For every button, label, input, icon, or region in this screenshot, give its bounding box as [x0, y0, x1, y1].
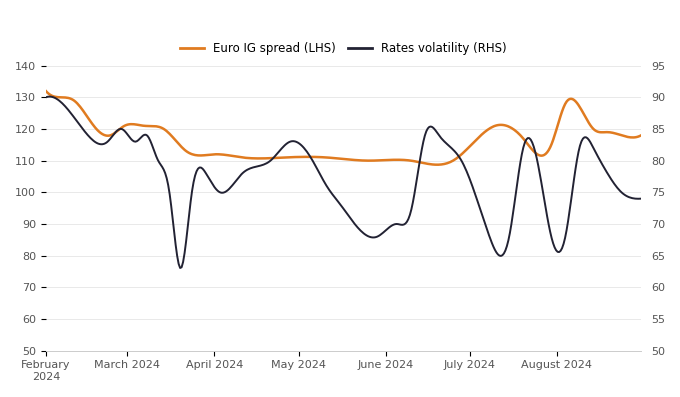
Legend: Euro IG spread (LHS), Rates volatility (RHS): Euro IG spread (LHS), Rates volatility (… — [175, 37, 511, 60]
